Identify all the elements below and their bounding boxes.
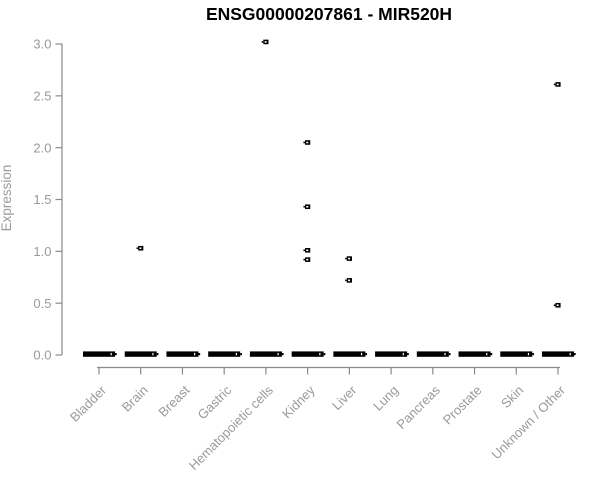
zero-bar-nub [156, 353, 159, 356]
y-tick-label: 0.0 [33, 348, 51, 363]
y-axis-label: Expression [0, 164, 14, 232]
x-category-label: Prostate [440, 383, 485, 428]
zero-bar-nub [407, 353, 409, 356]
zero-bar [542, 351, 574, 357]
x-category-label: Liver [329, 382, 360, 413]
data-point-nub [553, 304, 556, 307]
zero-bar-nub [365, 353, 368, 356]
zero-bar-nub [490, 353, 493, 356]
data-point-nub [303, 205, 306, 208]
zero-bar-nub [115, 353, 117, 356]
x-category-label: Brain [119, 383, 151, 415]
zero-bar-notch [402, 352, 404, 356]
zero-bar-nub [448, 353, 451, 356]
data-point-nub [345, 257, 347, 260]
data-point-nub [303, 258, 306, 261]
zero-bar-notch [277, 352, 279, 356]
zero-bar-notch [194, 352, 196, 356]
y-tick-label: 2.5 [33, 88, 51, 103]
zero-bar-notch [360, 352, 363, 356]
zero-bar-notch [569, 352, 571, 356]
zero-bar [124, 351, 157, 357]
zero-bar [333, 351, 366, 357]
zero-bar-nub [323, 353, 326, 356]
zero-bar [208, 351, 241, 357]
zero-bar-notch [444, 352, 446, 356]
data-point-hole [306, 249, 309, 252]
data-point-hole [556, 83, 559, 86]
data-point-hole [306, 205, 309, 208]
x-category-label: Kidney [279, 382, 318, 421]
x-category-label: Bladder [67, 382, 110, 425]
zero-bar-notch [486, 352, 488, 356]
zero-bar-nub [240, 353, 242, 356]
data-point-nub [261, 41, 264, 43]
y-tick-label: 2.0 [33, 140, 51, 155]
data-point-nub [303, 141, 306, 144]
data-point-nub [553, 83, 556, 86]
zero-bar-notch [110, 352, 112, 356]
data-point-hole [306, 141, 309, 144]
data-point-hole [306, 258, 309, 261]
x-category-label: Breast [155, 382, 192, 419]
x-category-label: Gastric [195, 382, 235, 422]
data-point-nub [303, 249, 306, 252]
zero-bar-notch [152, 352, 154, 356]
zero-bar [500, 351, 533, 357]
x-category-label: Lung [370, 383, 401, 414]
zero-bar [83, 351, 115, 357]
zero-bar [416, 351, 449, 357]
data-point-nub [345, 279, 347, 282]
zero-bar-nub [281, 353, 284, 356]
zero-bar [249, 351, 282, 357]
data-point-hole [348, 257, 351, 260]
data-point-hole [139, 247, 142, 250]
y-tick-label: 1.5 [33, 192, 51, 207]
zero-bar-nub [574, 353, 576, 356]
x-category-label: Pancreas [393, 382, 443, 432]
data-point-hole [556, 304, 559, 307]
zero-bar-notch [319, 352, 321, 356]
x-category-label: Skin [498, 383, 526, 411]
zero-bar [166, 351, 199, 357]
zero-bar-notch [527, 352, 530, 356]
zero-bar [291, 351, 324, 357]
y-tick-label: 0.5 [33, 296, 51, 311]
chart-title: ENSG00000207861 - MIR520H [205, 4, 453, 24]
data-point-hole [348, 279, 351, 282]
data-point-nub [136, 247, 139, 250]
y-tick-label: 3.0 [33, 37, 51, 52]
zero-bar-nub [198, 353, 201, 356]
zero-bar [458, 351, 491, 357]
zero-bar [375, 351, 408, 357]
zero-bar-nub [532, 353, 534, 356]
x-category-label: Unknown / Other [489, 382, 569, 462]
zero-bar-notch [235, 352, 237, 356]
y-tick-label: 1.0 [33, 244, 51, 259]
data-point-hole [264, 41, 267, 43]
